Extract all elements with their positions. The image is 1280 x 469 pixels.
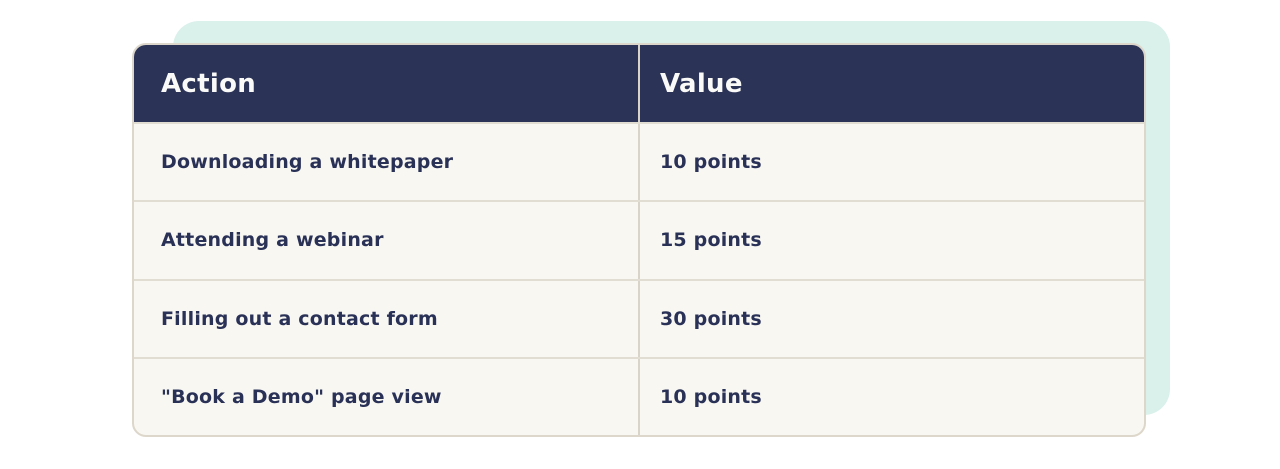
column-header-action: Action xyxy=(134,45,640,122)
action-cell: Downloading a whitepaper xyxy=(134,124,640,201)
action-cell: Attending a webinar xyxy=(134,202,640,279)
value-cell: 30 points xyxy=(660,307,762,330)
table-header-row: Action Value xyxy=(134,45,1144,122)
value-cell: 15 points xyxy=(660,229,762,252)
value-cell: 10 points xyxy=(660,385,762,408)
column-header-value: Value xyxy=(660,68,743,99)
lead-scoring-table: Action Value Downloading a whitepaper 10… xyxy=(132,43,1146,437)
table-row: Filling out a contact form 30 points xyxy=(134,278,1144,357)
table-row: Attending a webinar 15 points xyxy=(134,200,1144,279)
value-cell: 10 points xyxy=(660,151,762,174)
table-row: Downloading a whitepaper 10 points xyxy=(134,122,1144,201)
action-cell: "Book a Demo" page view xyxy=(134,358,640,435)
table-row: "Book a Demo" page view 10 points xyxy=(134,356,1144,435)
action-cell: Filling out a contact form xyxy=(134,280,640,357)
